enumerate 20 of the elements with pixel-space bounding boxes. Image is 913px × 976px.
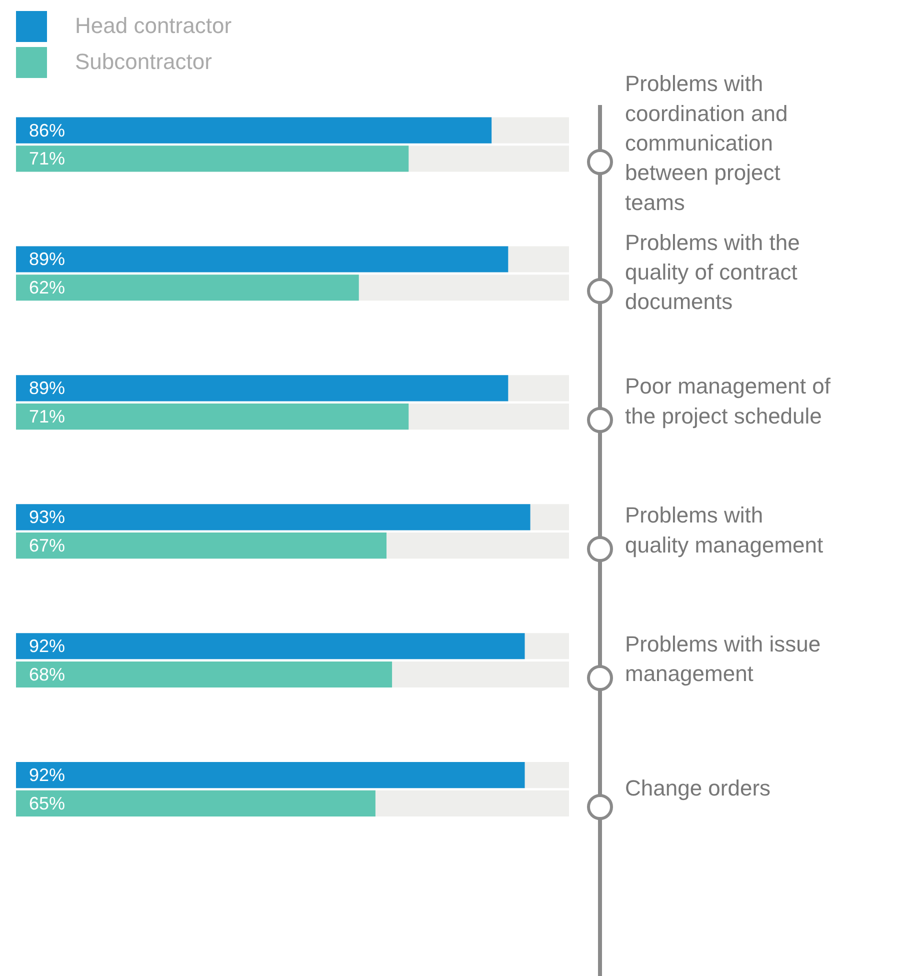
data-label: 71%	[29, 406, 66, 427]
data-label: 89%	[29, 378, 66, 398]
data-label: 67%	[29, 536, 66, 556]
legend-label: Head contractor	[75, 13, 232, 39]
data-label: 65%	[29, 793, 66, 814]
y-tick-label: Problems with quality management	[625, 502, 824, 558]
y-tick-label: Problems with issue management	[625, 632, 821, 686]
legend-label: Subcontractor	[75, 49, 212, 75]
y-tick-label: Poor management of the project schedule	[625, 374, 832, 428]
data-label: 86%	[29, 120, 66, 140]
data-label: 92%	[29, 765, 66, 786]
y-tick-label: Problems with coordination and communication between project teams	[625, 71, 788, 215]
data-label: 92%	[29, 636, 66, 656]
data-label: 62%	[29, 278, 66, 298]
y-tick-label: Change orders	[625, 775, 771, 800]
data-label: 68%	[29, 664, 66, 684]
data-label: 89%	[29, 249, 66, 270]
data-label: 71%	[29, 148, 66, 169]
y-tick-label: Problems with the quality of contract documents	[625, 230, 800, 314]
data-label: 93%	[29, 507, 66, 528]
